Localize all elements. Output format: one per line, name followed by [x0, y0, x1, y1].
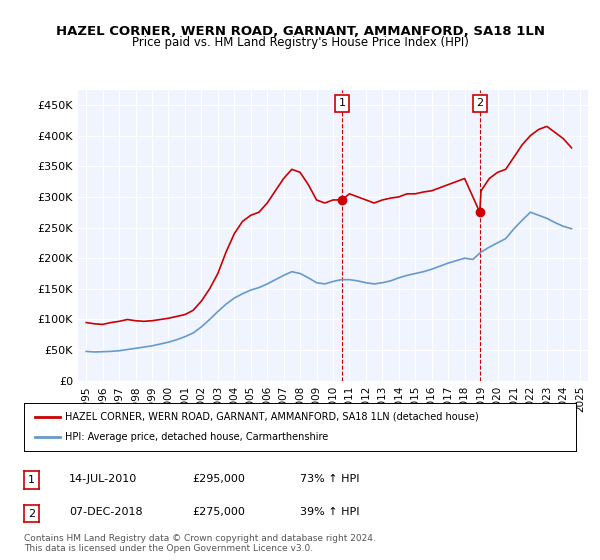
Text: HAZEL CORNER, WERN ROAD, GARNANT, AMMANFORD, SA18 1LN: HAZEL CORNER, WERN ROAD, GARNANT, AMMANF…	[56, 25, 545, 38]
Text: 1: 1	[338, 99, 346, 108]
Text: £275,000: £275,000	[192, 507, 245, 517]
Text: HPI: Average price, detached house, Carmarthenshire: HPI: Average price, detached house, Carm…	[65, 432, 329, 442]
Text: 39% ↑ HPI: 39% ↑ HPI	[300, 507, 359, 517]
Text: HAZEL CORNER, WERN ROAD, GARNANT, AMMANFORD, SA18 1LN (detached house): HAZEL CORNER, WERN ROAD, GARNANT, AMMANF…	[65, 412, 479, 422]
Text: 2: 2	[476, 99, 484, 108]
Text: 07-DEC-2018: 07-DEC-2018	[69, 507, 143, 517]
Text: 2: 2	[28, 508, 35, 519]
Text: 1: 1	[28, 475, 35, 485]
Text: 14-JUL-2010: 14-JUL-2010	[69, 474, 137, 484]
Text: Price paid vs. HM Land Registry's House Price Index (HPI): Price paid vs. HM Land Registry's House …	[131, 36, 469, 49]
Text: 73% ↑ HPI: 73% ↑ HPI	[300, 474, 359, 484]
Text: Contains HM Land Registry data © Crown copyright and database right 2024.
This d: Contains HM Land Registry data © Crown c…	[24, 534, 376, 553]
Text: £295,000: £295,000	[192, 474, 245, 484]
